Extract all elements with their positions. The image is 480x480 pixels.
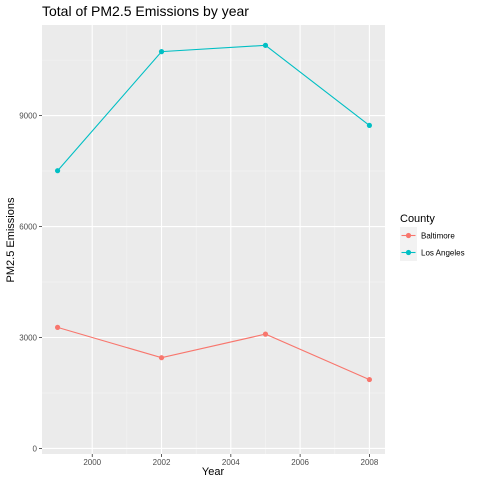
- y-tick-label: 6000: [19, 223, 37, 232]
- data-point: [366, 376, 373, 383]
- grid-minor: [42, 25, 385, 454]
- data-point: [54, 324, 61, 330]
- series-line: [57, 326, 370, 381]
- legend-label: Los Angeles: [421, 249, 465, 258]
- legend-label: Baltimore: [421, 232, 455, 241]
- x-tick-label: 2004: [222, 458, 240, 467]
- x-tick-label: 2002: [153, 458, 171, 467]
- data-point: [262, 331, 269, 337]
- data-point: [158, 355, 165, 361]
- x-tick-label: 2000: [83, 458, 101, 467]
- legend-key-point: [405, 249, 412, 256]
- y-axis: 0 3000 6000 9000: [19, 112, 42, 453]
- y-tick-label: 3000: [19, 334, 37, 343]
- series-line: [57, 44, 370, 172]
- y-tick-label: 0: [33, 444, 38, 453]
- grid-major: [42, 25, 385, 454]
- data-point: [158, 49, 165, 55]
- series-layer: [54, 42, 373, 383]
- legend-title: County: [400, 213, 435, 225]
- chart-title: Total of PM2.5 Emissions by year: [42, 3, 249, 19]
- x-tick-label: 2006: [291, 458, 309, 467]
- legend-key-point: [405, 232, 412, 239]
- y-axis-title: PM2.5 Emissions: [5, 197, 17, 282]
- y-tick-label: 9000: [19, 112, 37, 121]
- plot-panel: [42, 25, 385, 454]
- data-point: [262, 42, 269, 48]
- x-axis-title: Year: [202, 466, 225, 478]
- x-axis: 2000 2002 2004 2006 2008: [83, 454, 379, 467]
- x-tick-label: 2008: [361, 458, 379, 467]
- legend: County Baltimore Los Angeles: [400, 213, 465, 261]
- data-point: [366, 122, 373, 129]
- data-point: [54, 168, 61, 174]
